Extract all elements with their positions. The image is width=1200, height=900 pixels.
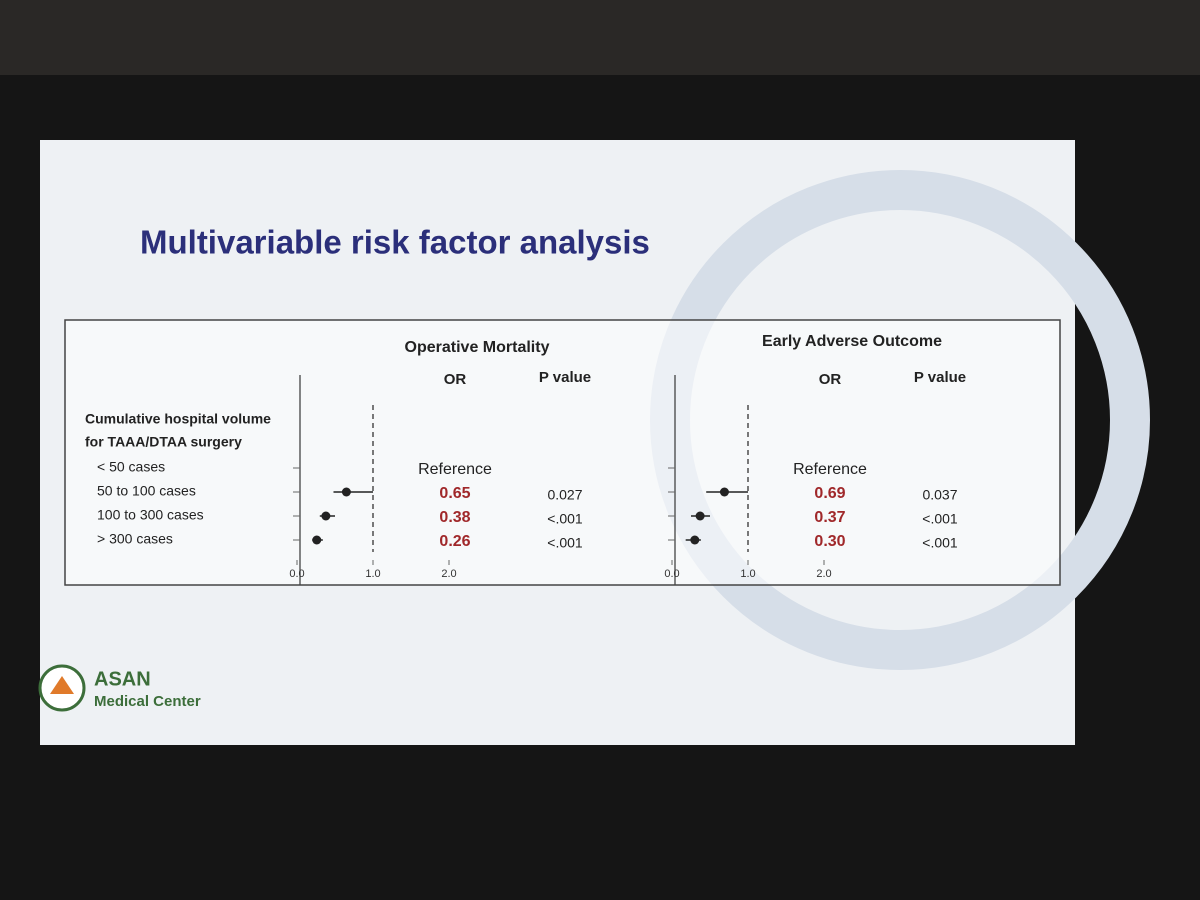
p-value: 0.027	[547, 487, 582, 503]
point	[695, 511, 705, 521]
p-value: <.001	[547, 535, 583, 551]
p-value: <.001	[547, 511, 583, 527]
x-tick-label: 1.0	[365, 568, 380, 580]
p-value: <.001	[922, 511, 958, 527]
point	[321, 511, 331, 521]
x-tick-label: 2.0	[816, 568, 831, 580]
column-header: P value	[539, 369, 591, 386]
ceiling	[0, 0, 1200, 75]
p-value: 0.037	[922, 487, 957, 503]
table-box	[64, 319, 1061, 586]
or-label: 0.38	[439, 509, 470, 526]
or-label: 0.26	[439, 533, 470, 550]
row-label: > 300 cases	[97, 531, 173, 547]
logo-text: Medical Center	[94, 693, 201, 710]
reference-label: Reference	[793, 461, 867, 478]
panel-title: Early Adverse Outcome	[762, 333, 942, 350]
point	[341, 487, 351, 497]
panel-title: Operative Mortality	[405, 339, 550, 356]
or-label: 0.69	[814, 485, 845, 502]
column-header: OR	[819, 371, 842, 388]
row-label: 100 to 300 cases	[97, 507, 204, 523]
x-tick-label: 1.0	[740, 568, 755, 580]
x-tick-label: 2.0	[441, 568, 456, 580]
logo-text: ASAN	[94, 668, 151, 690]
column-header: P value	[914, 369, 966, 386]
point	[312, 535, 322, 545]
logo-icon	[50, 676, 74, 694]
point	[719, 487, 729, 497]
row-group: for TAAA/DTAA surgery	[85, 434, 242, 450]
row-label: < 50 cases	[97, 459, 165, 475]
row-group: Cumulative hospital volume	[85, 411, 271, 427]
or-label: 0.30	[814, 533, 845, 550]
row-label: 50 to 100 cases	[97, 483, 196, 499]
column-header: OR	[444, 371, 467, 388]
or-label: 0.37	[814, 509, 845, 526]
x-tick-label: 0.0	[664, 568, 679, 580]
x-tick-label: 0.0	[289, 568, 304, 580]
p-value: <.001	[922, 535, 958, 551]
point	[690, 535, 700, 545]
slide-title: Multivariable risk factor analysis	[140, 224, 650, 261]
reference-label: Reference	[418, 461, 492, 478]
or-label: 0.65	[439, 485, 470, 502]
